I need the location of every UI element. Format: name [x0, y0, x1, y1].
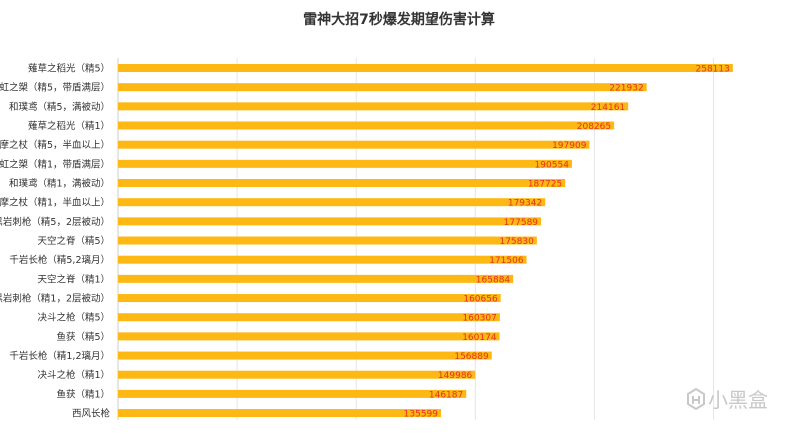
- value-label: 197909: [552, 141, 587, 151]
- category-label: 西风长枪: [72, 408, 111, 420]
- category-label: 和璞鸢（精5，满被动）: [9, 101, 110, 113]
- bar: [118, 217, 542, 226]
- bar: [118, 236, 537, 245]
- category-label: 决斗之枪（精5）: [37, 312, 110, 324]
- category-label: 护摩之杖（精1，半血以上）: [0, 197, 110, 209]
- value-label: 177589: [504, 218, 539, 228]
- value-label: 190554: [535, 160, 570, 170]
- category-label: 千岩长枪（精5,2璃月）: [9, 254, 110, 266]
- category-label: 黑岩刺枪（精5，2层被动）: [0, 216, 110, 228]
- value-label: 146187: [429, 390, 463, 400]
- bar: [118, 121, 615, 130]
- category-label: 和璞鸢（精1，满被动）: [9, 178, 110, 190]
- value-label: 156889: [454, 352, 489, 362]
- category-label: 决斗之枪（精1）: [37, 369, 110, 381]
- category-label: 鱼获（精1）: [56, 388, 110, 400]
- value-label: 171506: [489, 256, 524, 266]
- bar: [118, 159, 572, 168]
- bar: [118, 351, 492, 360]
- bar: [118, 294, 501, 303]
- value-label: 179342: [508, 199, 542, 209]
- category-label: 贯虹之槊（精1，带盾满层）: [0, 158, 110, 170]
- bar: [118, 102, 629, 111]
- heybox-logo-icon: [687, 387, 705, 411]
- bar: [118, 64, 733, 72]
- bar: [118, 409, 442, 418]
- bar: [118, 179, 566, 188]
- category-label: 天空之脊（精5）: [37, 235, 110, 247]
- category-label: 黑岩刺枪（精1，2层被动）: [0, 293, 110, 305]
- watermark-text: 小黑盒: [708, 388, 768, 412]
- value-label: 165884: [476, 275, 511, 285]
- value-label: 160656: [463, 295, 498, 305]
- bar: [118, 389, 467, 398]
- value-label: 258113: [696, 65, 730, 75]
- value-label: 160307: [463, 314, 497, 324]
- bar: [118, 140, 590, 149]
- category-label: 千岩长枪（精1,2璃月）: [9, 350, 110, 362]
- chart-title: 雷神大招7秒爆发期望伤害计算: [303, 12, 495, 28]
- category-label: 贯虹之槊（精5，带盾满层）: [0, 82, 110, 94]
- value-label: 187725: [528, 180, 562, 190]
- value-label: 135599: [404, 410, 439, 420]
- value-label: 160174: [462, 333, 497, 343]
- bar: [118, 313, 500, 322]
- bar: [118, 255, 527, 264]
- value-label: 149986: [438, 371, 473, 381]
- value-label: 175830: [499, 237, 534, 247]
- category-label: 鱼获（精5）: [56, 331, 110, 343]
- category-label: 护摩之杖（精5，半血以上）: [0, 139, 110, 151]
- bar: [118, 198, 546, 207]
- bar: [118, 274, 514, 283]
- bar: [118, 332, 500, 341]
- value-label: 208265: [577, 122, 611, 132]
- value-label: 221932: [609, 84, 643, 94]
- category-label: 薙草之稻光（精5）: [28, 63, 110, 75]
- value-label: 214161: [591, 103, 625, 113]
- bar: [118, 83, 647, 92]
- bar: [118, 370, 476, 379]
- category-label: 天空之脊（精1）: [37, 273, 110, 285]
- category-label: 薙草之稻光（精1）: [28, 120, 110, 132]
